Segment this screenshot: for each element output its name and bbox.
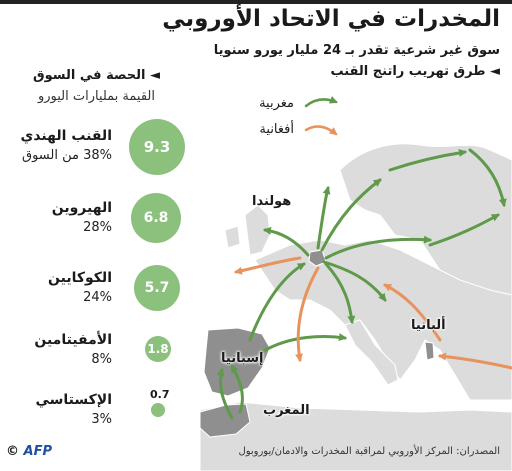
- value-label: 5.7: [144, 280, 170, 296]
- route-afghan-albania: [438, 352, 512, 370]
- route-spain-italy: [260, 333, 347, 354]
- route-nl-east2: [322, 260, 387, 302]
- source-note: المصدران: المركز الأوروبي لمراقبة المخدر…: [238, 446, 500, 457]
- legend-moroccan-arrow: [304, 96, 338, 108]
- value-circle: 1.8: [145, 336, 171, 362]
- page-title: المخدرات في الاتحاد الأوروبي: [162, 6, 500, 32]
- map-label-morocco: المغرب: [263, 403, 310, 418]
- drug-name: الأمفيتامين: [34, 332, 112, 348]
- drug-name: القنب الهندي: [20, 128, 112, 144]
- map-label-albania: ألبانيا: [411, 318, 446, 333]
- drug-share: 38% من السوق: [21, 148, 112, 163]
- route-nl-east: [324, 235, 432, 260]
- route-nl-uk: [263, 226, 310, 257]
- credit: © AFP: [6, 444, 52, 459]
- albania-shape: [424, 341, 435, 361]
- market-heading: ◄ الحصة في السوق: [33, 68, 160, 83]
- drug-share: 28%: [83, 220, 112, 235]
- legend-afghan-arrow: [304, 125, 338, 136]
- route-afghan-west: [234, 256, 302, 275]
- value-label: 0.7: [150, 388, 170, 401]
- afp-logo: AFP: [23, 444, 53, 459]
- value-label: 1.8: [147, 342, 169, 356]
- drug-share: 3%: [91, 412, 112, 427]
- route-afghan-east: [383, 283, 442, 342]
- legend-afghan-label: أفغانية: [259, 122, 294, 137]
- netherlands-shape: [308, 249, 327, 267]
- morocco-shape: [199, 403, 251, 438]
- landmass: [199, 143, 512, 471]
- value-circle: [151, 403, 165, 417]
- value-label: 9.3: [143, 138, 171, 156]
- route-nl-far-east: [428, 213, 500, 247]
- market-subheading: القيمة بمليارات اليورو: [37, 89, 155, 104]
- route-morocco-spain-2: [230, 364, 244, 414]
- route-afghan-south: [295, 266, 320, 362]
- drug-share: 8%: [91, 352, 112, 367]
- drug-name: الكوكايين: [48, 270, 112, 286]
- route-morocco-spain: [216, 368, 234, 420]
- value-circle: 9.3: [129, 119, 185, 175]
- route-nl-scandinavia: [320, 178, 382, 252]
- route-nl-southeast: [324, 262, 356, 324]
- afghan-routes: [234, 256, 512, 370]
- value-circle: 6.8: [131, 193, 181, 243]
- legend-swatches: [304, 96, 338, 136]
- top-rule: [0, 0, 512, 4]
- drug-share: 24%: [83, 290, 112, 305]
- route-spain-north: [248, 262, 306, 342]
- copyright-symbol: ©: [6, 444, 19, 459]
- value-label: 6.8: [143, 210, 169, 226]
- routes-heading: ◄ طرق تهريب راتنج القنب: [330, 64, 500, 79]
- value-circle: 5.7: [134, 265, 180, 311]
- drug-name: الهيروين: [51, 200, 112, 216]
- subtitle: سوق غير شرعية تقدر بـ 24 مليار يورو سنوي…: [213, 43, 500, 58]
- legend-moroccan-label: مغربية: [259, 96, 294, 111]
- map-label-spain: إسبانيا: [221, 351, 264, 366]
- moroccan-routes: [216, 148, 507, 420]
- route-scand-east: [388, 148, 467, 172]
- map-label-netherlands: هولندا: [252, 194, 292, 209]
- drug-name: الإكستاسي: [35, 392, 112, 408]
- route-nl-north: [316, 186, 331, 250]
- route-scand-far: [468, 148, 507, 207]
